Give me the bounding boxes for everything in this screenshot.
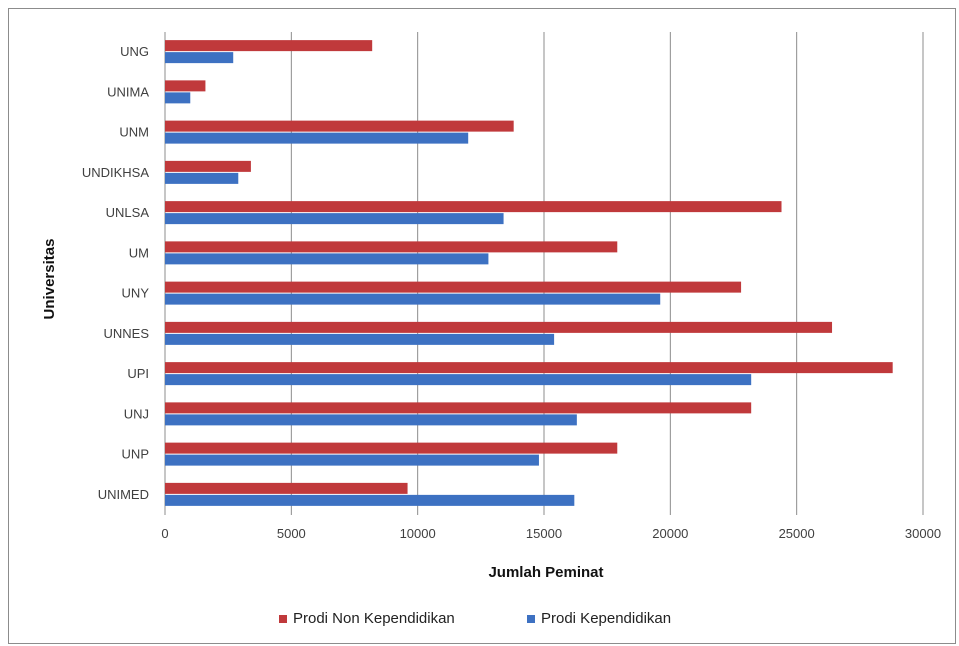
chart-frame: UNG UNIMA UNM UNDIKHSA UNLSA UM UNY UNNES UPI UNJ… bbox=[8, 8, 956, 644]
x-axis-title: Jumlah Peminat bbox=[488, 564, 603, 581]
x-tick-label: 25000 bbox=[779, 526, 815, 541]
bar-non-kependidikan bbox=[165, 241, 618, 253]
bar-non-kependidikan bbox=[165, 362, 893, 374]
bar-non-kependidikan bbox=[165, 80, 206, 92]
bar-kependidikan bbox=[165, 414, 577, 426]
category-label: UNNES bbox=[103, 326, 149, 341]
bar-kependidikan bbox=[165, 374, 752, 386]
bar-kependidikan bbox=[165, 92, 191, 104]
category-label: UNIMA bbox=[107, 84, 149, 99]
category-label: UNM bbox=[119, 125, 149, 140]
bar-kependidikan bbox=[165, 253, 489, 265]
category-label: UPI bbox=[127, 366, 149, 381]
x-tick-label: 20000 bbox=[652, 526, 688, 541]
y-axis-title: Universitas bbox=[41, 239, 58, 320]
legend-label: Prodi Kependidikan bbox=[541, 610, 671, 627]
x-tick-label: 0 bbox=[161, 526, 168, 541]
bar-kependidikan bbox=[165, 213, 504, 225]
bar-non-kependidikan bbox=[165, 201, 782, 213]
category-label: UNLSA bbox=[106, 205, 150, 220]
legend-swatch bbox=[279, 615, 287, 623]
x-tick-label: 10000 bbox=[400, 526, 436, 541]
bar-kependidikan bbox=[165, 132, 469, 144]
bar-non-kependidikan bbox=[165, 321, 833, 333]
bar-kependidikan bbox=[165, 172, 239, 184]
category-label: UM bbox=[129, 245, 149, 260]
bar-non-kependidikan bbox=[165, 281, 742, 293]
bar-non-kependidikan bbox=[165, 160, 251, 172]
bar-non-kependidikan bbox=[165, 40, 373, 52]
category-label: UNP bbox=[122, 447, 149, 462]
legend-swatch bbox=[527, 615, 535, 623]
bar-non-kependidikan bbox=[165, 402, 752, 414]
category-label: UNJ bbox=[124, 406, 149, 421]
bar-kependidikan bbox=[165, 454, 539, 466]
bar-kependidikan bbox=[165, 494, 575, 506]
gridlines bbox=[164, 32, 924, 515]
bar-kependidikan bbox=[165, 52, 234, 64]
category-labels: UNG UNIMA UNM UNDIKHSA UNLSA UM UNY UNNES UPI UNJ… bbox=[82, 44, 150, 502]
bar-kependidikan bbox=[165, 293, 661, 305]
bar-non-kependidikan bbox=[165, 120, 514, 132]
x-tick-label: 30000 bbox=[905, 526, 941, 541]
x-tick-label: 15000 bbox=[526, 526, 562, 541]
legend-label: Prodi Non Kependidikan bbox=[293, 610, 455, 627]
bar-chart: UNG UNIMA UNM UNDIKHSA UNLSA UM UNY UNNES UPI UNJ… bbox=[41, 32, 941, 627]
bars bbox=[165, 40, 893, 506]
category-label: UNIMED bbox=[98, 487, 149, 502]
bar-non-kependidikan bbox=[165, 482, 408, 494]
x-tick-label: 5000 bbox=[277, 526, 306, 541]
bar-kependidikan bbox=[165, 333, 555, 345]
category-label: UNDIKHSA bbox=[82, 165, 150, 180]
legend: Prodi Non Kependidikan Prodi Kependidikan bbox=[279, 610, 671, 627]
category-label: UNY bbox=[122, 286, 150, 301]
x-tick-labels: 0 5000 10000 15000 20000 25000 30000 bbox=[161, 526, 941, 541]
bar-non-kependidikan bbox=[165, 442, 618, 454]
category-label: UNG bbox=[120, 44, 149, 59]
